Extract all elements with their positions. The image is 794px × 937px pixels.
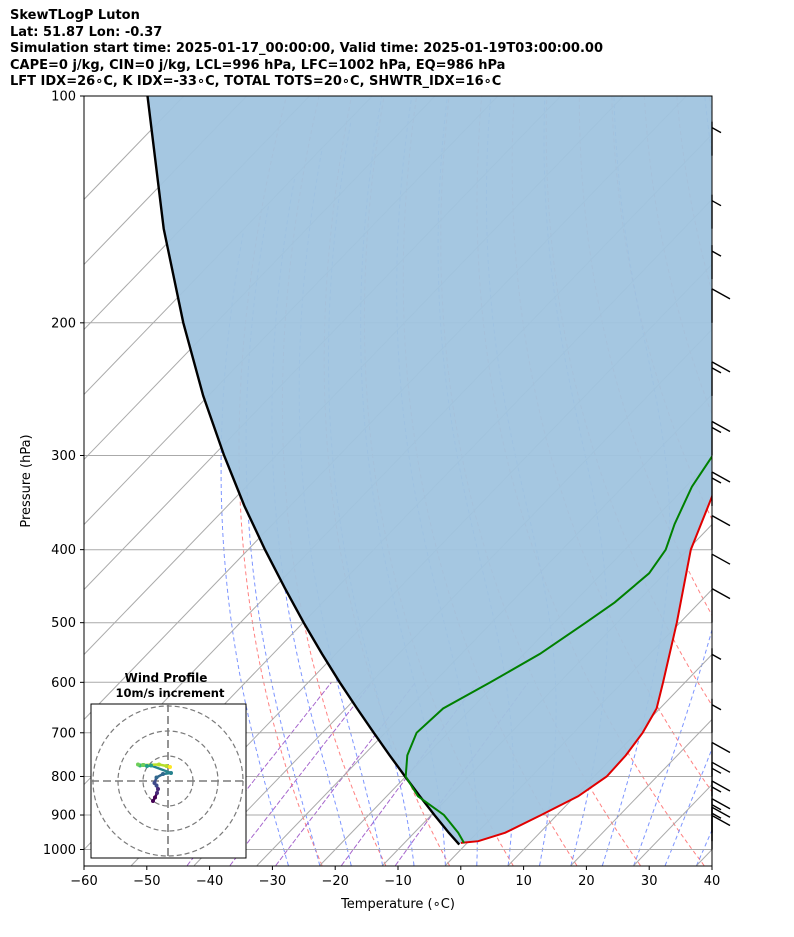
moist-adiabat: [633, 96, 712, 866]
y-axis-label: Pressure (hPa): [19, 434, 34, 527]
wind-barb: [711, 245, 722, 280]
dry-adiabat: [772, 79, 794, 865]
wind-barb: [711, 741, 731, 777]
y-tick-label: 300: [51, 449, 76, 464]
temperature-line: [460, 493, 712, 844]
dewpoint-line: [404, 454, 712, 844]
parcel-indices-line: CAPE=0 j/kg, CIN=0 j/kg, LCL=996 hPa, LF…: [10, 57, 506, 73]
hodograph-point: [157, 762, 161, 767]
x-tick-label: −40: [196, 874, 223, 889]
x-tick-label: 0: [457, 874, 465, 889]
chart-title: SkewTLogP Luton: [10, 8, 140, 23]
wind-barb: [711, 361, 731, 396]
wind-barb: [711, 288, 731, 323]
wind-barb: [711, 553, 731, 589]
wind-barb: [711, 761, 731, 797]
x-tick-label: −50: [133, 874, 160, 889]
dry-adiabat: [238, 96, 323, 866]
hodograph-point: [141, 763, 145, 767]
y-tick-label: 600: [51, 676, 76, 691]
wind-profile-inset: Wind Profile 10m/s increment: [90, 671, 247, 859]
hodograph-point: [151, 799, 155, 803]
hodograph-point: [149, 763, 153, 768]
y-tick-label: 200: [51, 316, 76, 331]
x-tick-label: −10: [384, 874, 411, 889]
x-tick-label: −20: [321, 874, 348, 889]
hodograph-point: [153, 795, 157, 800]
mixing-ratio-line: [341, 682, 478, 866]
wind-barb: [711, 194, 722, 229]
cape-shading: [147, 96, 712, 845]
wind-barb: [711, 780, 731, 816]
y-tick-label: 1000: [43, 843, 76, 858]
y-tick-label: 700: [51, 726, 76, 741]
y-tick-label: 400: [51, 543, 76, 558]
profile-lines: [146, 96, 712, 846]
wind-profile-title: Wind Profile: [125, 671, 208, 685]
hodograph-point: [136, 762, 140, 767]
wind-barb: [711, 698, 722, 733]
y-tick-label: 500: [51, 616, 76, 631]
wind-barb: [711, 515, 731, 550]
y-tick-label: 100: [51, 90, 76, 105]
y-tick-label: 900: [51, 809, 76, 824]
axis-ticks: −60 −50 −40 −30 −20 −10 0 10 20 30 40 100 200 300 400 5…: [43, 90, 720, 890]
hodograph-point: [169, 771, 173, 775]
x-axis-label: Temperature (∘C): [340, 897, 455, 912]
stability-indices-line: LFT IDX=26∘C, K IDX=-33∘C, TOTAL TOTS=20…: [10, 74, 502, 89]
hodograph-point: [155, 791, 159, 795]
wind-barb: [711, 588, 731, 623]
hodograph-segment: [149, 764, 173, 775]
hodograph-point: [168, 765, 172, 769]
isotherm: [84, 96, 248, 266]
wind-barb: [711, 471, 731, 506]
isotherm: [570, 718, 712, 866]
x-tick-label: 10: [515, 874, 532, 889]
wind-barbs: [711, 121, 731, 850]
mixing-ratio-line: [229, 681, 373, 866]
wind-barb: [711, 648, 722, 683]
wind-barb: [711, 420, 731, 456]
x-tick-label: 40: [704, 874, 721, 889]
hodograph-point: [161, 772, 165, 776]
time-line: Simulation start time: 2025-01-17_00:00:…: [10, 41, 603, 56]
mixing-ratio-line: [275, 681, 416, 866]
chart-header: SkewTLogP Luton Lat: 51.87 Lon: -0.37 Si…: [10, 8, 603, 91]
wind-barb: [711, 121, 722, 156]
parcel-area-shading: [147, 96, 712, 845]
x-tick-label: −30: [259, 874, 286, 889]
location-line: Lat: 51.87 Lon: -0.37: [10, 24, 163, 40]
x-tick-label: −60: [70, 874, 97, 889]
x-tick-label: 30: [641, 874, 658, 889]
hodograph-point: [145, 764, 149, 768]
y-tick-label: 800: [51, 770, 76, 785]
wind-profile-subtitle: 10m/s increment: [116, 686, 225, 700]
wind-barb: [711, 814, 731, 850]
hodograph-point: [156, 787, 160, 791]
hodograph-point: [164, 764, 169, 768]
hodograph-point: [154, 775, 159, 780]
x-tick-label: 20: [578, 874, 595, 889]
dry-adiabat: [740, 79, 794, 865]
hodograph-point: [152, 781, 157, 785]
moist-adiabat: [664, 747, 712, 866]
parcel-profile-line: [146, 96, 461, 846]
